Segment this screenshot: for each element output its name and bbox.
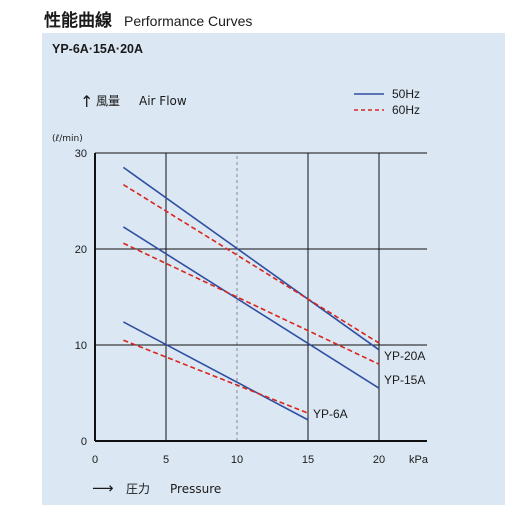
x-tick-label-5: 5 [163, 454, 169, 466]
y-tick-label-20: 20 [75, 244, 87, 256]
y-axis-unit: (ℓ/min) [52, 134, 83, 144]
series-line-yp20a-60hz [122, 183, 380, 344]
model-title: YP-6A·15A·20A [52, 42, 144, 56]
header-title-jp: 性能曲線 [44, 11, 112, 31]
y-axis-title: ↑ 風量 Air Flow (ℓ/min) [52, 92, 187, 144]
series-line-yp6a-60hz [123, 339, 309, 414]
legend-60hz-label: 60Hz [392, 103, 420, 117]
series-labels: YP-20A YP-15A YP-6A [313, 349, 425, 421]
x-tick-label-10: 10 [231, 454, 243, 466]
series-line-yp15a-60hz [123, 242, 380, 365]
x-tick-label-0: 0 [92, 454, 98, 466]
x-axis-label-en: Pressure [170, 482, 221, 496]
y-axis-arrow-icon: ↑ [80, 92, 93, 111]
series-line-yp15a-50hz [122, 226, 380, 389]
series-line-yp20a-50hz [122, 166, 380, 351]
series-layer [122, 166, 380, 421]
legend-50hz-label: 50Hz [392, 87, 420, 101]
y-axis-label-jp: 風量 [96, 94, 120, 108]
page-header: 性能曲線 Performance Curves [44, 6, 252, 34]
x-tick-label-20: 20 [373, 454, 385, 466]
legend: 50Hz 60Hz [354, 87, 420, 117]
axis-layer [94, 153, 427, 442]
series-label-yp15a: YP-15A [384, 373, 425, 387]
series-label-yp6a: YP-6A [313, 407, 348, 421]
y-tick-label-30: 30 [75, 148, 87, 160]
x-axis-label-jp: 圧力 [126, 482, 150, 496]
series-label-yp20a: YP-20A [384, 349, 425, 363]
y-tick-label-10: 10 [75, 340, 87, 352]
y-tick-label-0: 0 [81, 436, 87, 448]
x-axis-unit: kPa [409, 454, 429, 466]
series-line-yp6a-50hz [123, 321, 309, 421]
performance-chart: 0 5 10 15 20 0 10 20 30 ↑ 風量 Air Flow (ℓ/min) ⟶ … [52, 87, 429, 497]
tick-layer: 0 5 10 15 20 0 10 20 30 [75, 148, 385, 466]
y-axis-label-en: Air Flow [139, 94, 187, 108]
x-axis-title: ⟶ 圧力 Pressure [92, 479, 221, 497]
x-tick-label-15: 15 [302, 454, 314, 466]
grid-layer [95, 152, 427, 441]
x-axis-arrow-icon: ⟶ [92, 479, 114, 497]
chart-panel: YP-6A·15A·20A 0 5 10 15 20 0 10 20 30 ↑ 風量 Air F… [42, 33, 505, 505]
header-title-en: Performance Curves [124, 13, 253, 29]
